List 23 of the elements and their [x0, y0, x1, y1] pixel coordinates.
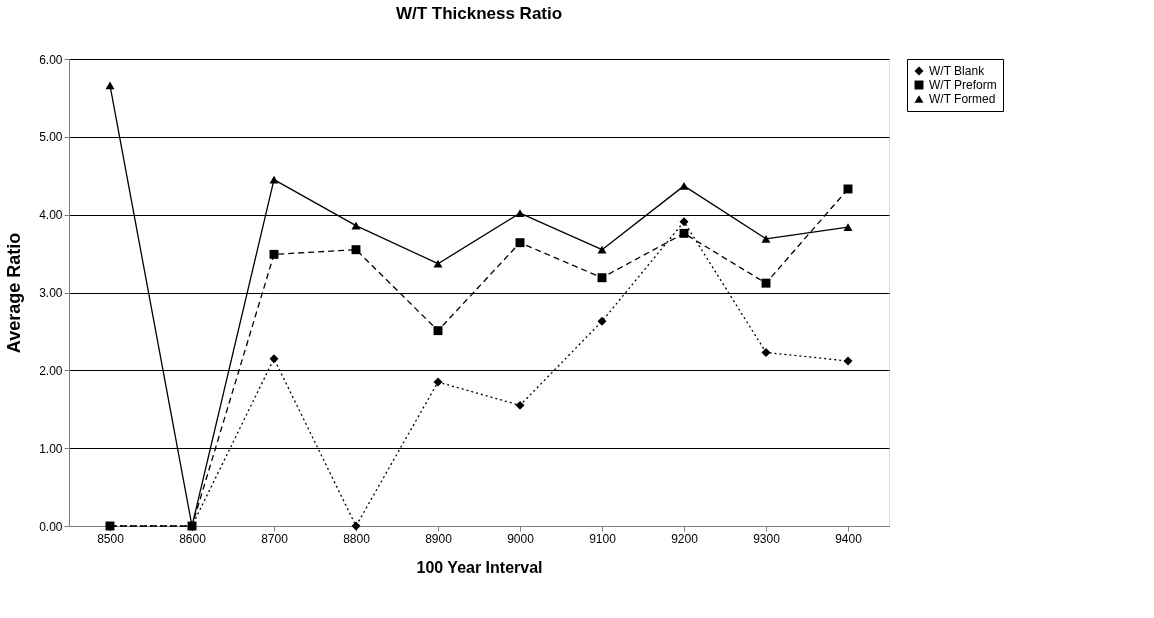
x-tick-label: 8700	[261, 531, 289, 546]
x-tick-label: 9000	[507, 531, 535, 546]
chart-title: W/T Thickness Ratio	[395, 4, 563, 23]
x-tick-label: 9100	[589, 531, 617, 546]
y-axis-title: Average Ratio	[4, 232, 25, 354]
x-tick-label: 9300	[753, 531, 781, 546]
y-tick-label: 4.00	[39, 208, 63, 223]
y-tick-label: 6.00	[39, 52, 63, 67]
y-tick-label: 5.00	[39, 130, 63, 145]
legend-label: W/T Preform	[929, 78, 997, 92]
y-tick-label: 3.00	[39, 286, 63, 300]
y-tick-label: 0.00	[39, 519, 63, 534]
x-tick-label: 9400	[835, 531, 863, 546]
legend-label: W/T Formed	[929, 92, 996, 106]
x-tick-label: 8600	[179, 531, 207, 546]
x-tick-label: 8500	[97, 531, 125, 546]
legend-label: W/T Blank	[929, 64, 986, 78]
x-axis-title: 100 Year Interval	[416, 558, 543, 576]
x-tick-label: 8900	[425, 531, 453, 546]
y-tick-label: 2.00	[39, 363, 63, 378]
x-tick-label: 9200	[671, 531, 699, 546]
x-tick-label: 8800	[343, 531, 371, 546]
y-tick-label: 1.00	[39, 441, 63, 456]
